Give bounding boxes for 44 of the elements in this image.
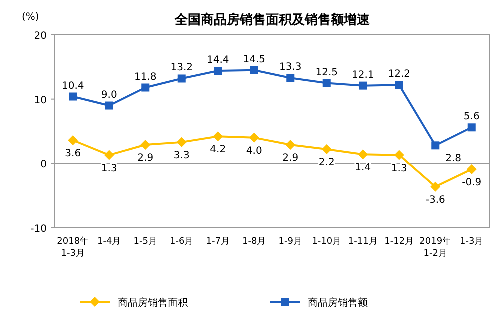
x-tick-label: 1-11月	[348, 237, 378, 247]
data-label: 11.8	[134, 72, 157, 83]
x-tick-label: 1-10月	[312, 237, 342, 247]
data-label: 2.9	[282, 153, 299, 164]
data-label: 12.2	[388, 69, 411, 80]
x-tick-label: 1-12月	[384, 237, 414, 247]
chart-title: 全国商品房销售面积及销售额增速	[174, 12, 371, 28]
data-label: 1.4	[355, 162, 372, 174]
data-label: 5.6	[464, 112, 480, 123]
data-label: 14.4	[206, 55, 230, 66]
data-label: -3.6	[426, 194, 446, 206]
data-label: 12.1	[352, 70, 374, 81]
data-label: 1.3	[391, 163, 408, 174]
legend-label: 商品房销售面积	[118, 297, 188, 309]
y-tick-label: 20	[34, 31, 47, 42]
x-tick-label: 1-4月	[98, 237, 122, 247]
y-tick-label: 10	[34, 95, 47, 106]
x-tick-label: 1-7月	[206, 237, 230, 247]
data-label: 9.0	[101, 90, 118, 101]
x-tick-label: 2018年 1-3月	[57, 236, 90, 259]
data-label: 3.6	[65, 148, 82, 160]
data-label: 10.4	[62, 80, 84, 92]
x-tick-label: 1-6月	[170, 237, 194, 247]
x-tick-label: 1-8月	[242, 237, 266, 247]
data-label: 2.8	[446, 154, 462, 165]
y-axis-title: (%)	[22, 12, 40, 23]
y-tick-label: -10	[30, 224, 47, 235]
x-tick-label: 1-9月	[278, 237, 302, 247]
data-label: 13.3	[279, 62, 302, 74]
x-tick-label: 1-5月	[134, 237, 158, 247]
data-label: 14.5	[243, 54, 266, 66]
data-label: 1.3	[101, 163, 118, 174]
data-label: 3.3	[174, 150, 190, 162]
data-label: 12.5	[316, 67, 338, 78]
data-label: -0.9	[462, 177, 482, 188]
data-label: 4.0	[246, 146, 262, 157]
data-label: 4.2	[210, 144, 226, 156]
x-tick-label: 2019年 1-2月	[420, 236, 452, 259]
data-label: 2.2	[318, 158, 335, 169]
data-label: 13.2	[170, 62, 194, 74]
data-label: 2.9	[138, 153, 154, 164]
y-tick-label: 0	[40, 160, 47, 171]
legend-label: 商品房销售额	[308, 297, 368, 309]
x-tick-label: 1-3月	[460, 237, 484, 247]
